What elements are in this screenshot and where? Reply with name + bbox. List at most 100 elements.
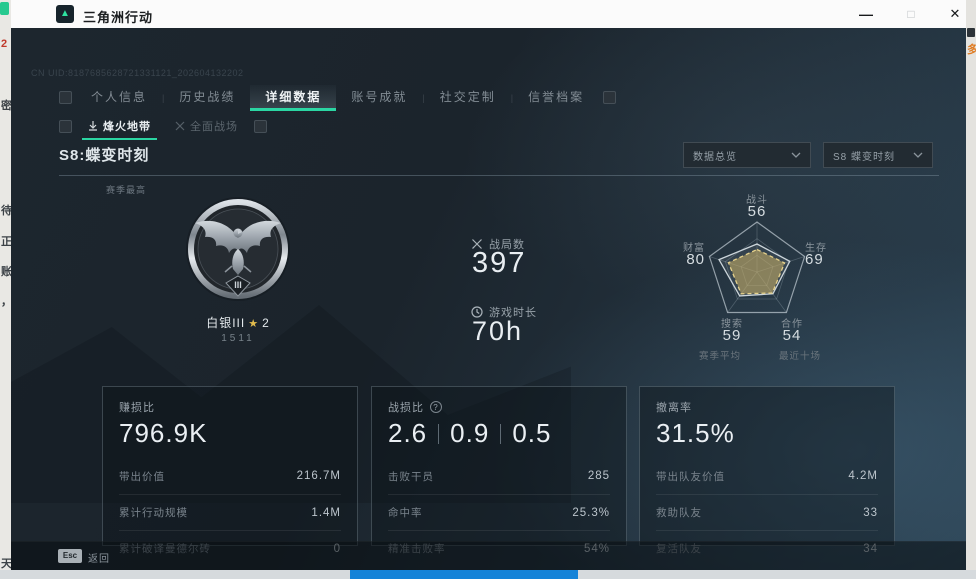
kd-part: 0.5 [512,418,552,448]
radar-chart [708,221,806,314]
window-titlebar: ▲ 三角洲行动 — □ ✕ [11,0,966,28]
edge-text-fragment: 多 [967,44,976,56]
window-title: 三角洲行动 [83,10,154,25]
row-label: 命中率 [388,507,423,519]
star-icon: ★ [248,318,260,330]
chevron-down-icon [913,152,923,158]
row-value: 25.3% [572,506,610,519]
stat-row: 带出队友价值 4.2M [656,458,878,494]
card-big-value: 2.6 0.9 0.5 [388,418,610,449]
section-divider [59,175,939,176]
main-tabs: 个人信息 | 历史战绩 详细数据 账号成就 | 社交定制 | 信誉档案 [55,85,620,111]
background-dark-icon [967,28,975,37]
tab-separator: | [510,92,514,103]
subtab-hazard-ops[interactable]: 烽火地带 [76,116,163,140]
crossed-rifles-icon [175,121,185,131]
stat-label-text: 游戏时长 [489,307,537,319]
row-value: 216.7M [296,470,341,482]
card-big-value: 31.5% [656,418,735,448]
key-hint-subtab-right [254,119,267,133]
minimize-button[interactable]: — [859,6,873,22]
esc-key-badge[interactable]: Esc [58,549,82,563]
row-value: 1.4M [311,506,341,519]
tab-separator: | [422,92,425,103]
playtime-stat-label: 游戏时长 [471,304,537,320]
playtime-stat-value: 70h [472,316,524,346]
row-label: 击败干员 [388,470,434,483]
crossed-swords-icon [472,239,482,249]
key-hint-left-badge [59,91,72,104]
tab-personal-info[interactable]: 个人信息 [91,90,148,104]
game-window: CN UID:8187685628721331121_202604132202 … [11,28,966,570]
edge-text-fragment: ， [1,296,11,308]
radar-axis-value-search: 59 [722,327,742,344]
legend-recent-ten: 最近十场 [779,351,822,362]
green-triangle-icon: ▲ [60,8,70,19]
value-separator [438,423,440,444]
dropdown-value: 数据总览 [693,151,737,163]
radar-series-最近十场 [727,248,786,295]
stat-row: 命中率 25.3% [388,494,610,530]
extract-arrow-icon [89,121,97,131]
matches-stat-label: 战局数 [471,236,525,252]
radar-axis-value-combat: 56 [747,203,767,220]
tab-achievements[interactable]: 账号成就 [351,90,408,104]
value-separator [500,423,502,444]
card-big-value: 796.9K [119,418,208,448]
rank-name: 白银III [206,316,246,330]
back-label[interactable]: 返回 [88,554,110,565]
season-title: S8:蝶变时刻 [59,147,150,164]
card-title-text: 战损比 [388,402,424,414]
help-icon[interactable]: ? [430,401,442,413]
edge-text-fragment: 密 [1,100,11,112]
uid-text: CN UID:8187685628721331121_202604132202 [31,68,244,78]
radar-axis-label-combat: 战斗 [746,195,768,206]
key-hint-subtab-left [59,119,72,133]
background-green-icon [0,2,9,15]
legend-season-average: 赛季平均 [699,351,742,362]
maximize-button[interactable]: □ [907,7,915,21]
season-select-dropdown[interactable]: S8 蝶变时刻 [823,142,933,168]
app-logo-icon: ▲ [56,5,74,23]
edge-text-fragment: 账 [1,266,11,278]
row-value: 33 [863,506,878,519]
rank-star-count: 2 [262,316,270,330]
row-label: 救助队友 [656,507,702,519]
clock-icon [471,306,483,318]
tab-history[interactable]: 历史战绩 [179,90,236,104]
radar-axis-label-survival: 生存 [805,243,827,254]
season-best-label: 赛季最高 [106,185,147,195]
card-title: 撤离率 [656,399,878,415]
radar-axis-value-wealth: 80 [686,251,705,268]
subtab-label: 烽火地带 [103,121,151,133]
bottom-blue-bar [350,570,578,579]
row-value: 285 [587,470,610,482]
data-scope-dropdown[interactable]: 数据总览 [683,142,811,168]
card-title: 战损比 ? [388,399,610,415]
row-value: 4.2M [848,470,878,482]
key-hint-right-badge [603,91,617,104]
close-button[interactable]: ✕ [949,6,961,21]
taskbar-strip [0,570,976,579]
edge-text-fragment: 待 [1,205,11,217]
radar-axis-label-wealth: 财富 [683,243,705,254]
radar-axis-value-coop: 54 [782,327,802,344]
tab-detailed-data[interactable]: 详细数据 [250,85,337,111]
background-window-left-strip: 2 密待正账 ， 天 [0,0,11,579]
stat-row: 救助队友 33 [656,494,878,530]
stat-row: 击败干员 285 [388,458,610,494]
edge-text-fragment: 2 [1,38,8,50]
tab-social[interactable]: 社交定制 [439,90,496,104]
subtab-warfare[interactable]: 全面战场 [163,116,250,136]
chevron-down-icon [791,152,801,158]
tab-reputation[interactable]: 信誉档案 [528,90,585,104]
stat-row: 带出价值 216.7M [119,458,341,494]
rank-name-line: 白银III ★ 2 [158,314,318,331]
kd-part: 2.6 [388,418,428,448]
kd-part: 0.9 [450,418,490,448]
edge-text-fragment: 天 [1,558,11,570]
stat-row: 累计行动规模 1.4M [119,494,341,530]
